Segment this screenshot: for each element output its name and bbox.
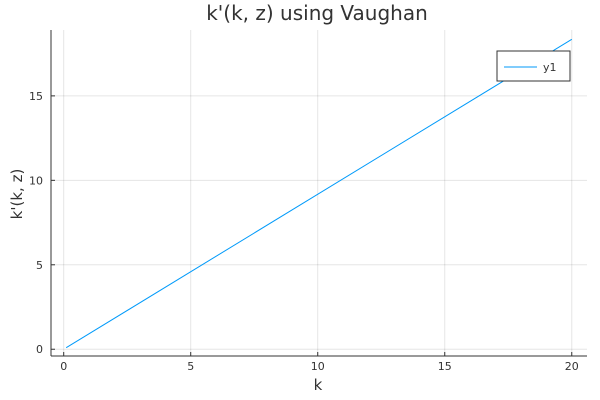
- chart-title: k'(k, z) using Vaughan: [206, 1, 428, 25]
- y-tick-label: 10: [29, 174, 43, 187]
- legend-box: [496, 50, 571, 82]
- legend-label-y1: y1: [543, 61, 557, 74]
- y-axis-label: k'(k, z): [8, 169, 26, 220]
- grid: [51, 30, 587, 356]
- y-tick-label: 15: [29, 90, 43, 103]
- x-axis-label: k: [314, 376, 323, 394]
- x-tick-label: 15: [438, 360, 452, 373]
- x-ticks: 0 5 10 15 20: [60, 352, 579, 373]
- y-tick-label: 5: [36, 259, 43, 272]
- y-tick-label: 0: [36, 343, 43, 356]
- x-tick-label: 10: [311, 360, 325, 373]
- x-tick-label: 20: [565, 360, 579, 373]
- series-group: [65, 38, 573, 349]
- y-ticks: 0 5 10 15: [29, 90, 55, 356]
- x-tick-label: 5: [187, 360, 194, 373]
- x-tick-label: 0: [60, 360, 67, 373]
- series-line-y1: [65, 38, 573, 349]
- legend: y1: [496, 50, 571, 82]
